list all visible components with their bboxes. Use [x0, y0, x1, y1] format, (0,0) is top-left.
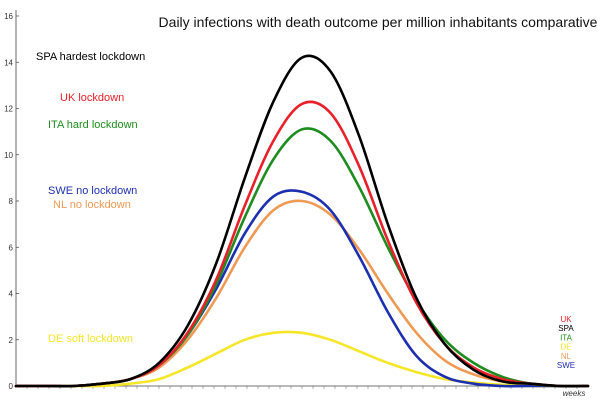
y-tick-label: 12: [4, 105, 13, 114]
legend-entry-swe: SWE: [557, 361, 575, 370]
y-tick-label: 4: [9, 290, 14, 299]
y-tick-label: 10: [4, 151, 13, 160]
annotation-spa: SPA hardest lockdown: [36, 51, 145, 63]
annotation-de: DE soft lockdown: [48, 333, 133, 345]
annotation-nl: NL no lockdown: [53, 199, 131, 211]
series-annotations: SPA hardest lockdown UK lockdown ITA hard …: [36, 51, 145, 345]
y-tick-label: 0: [9, 382, 14, 391]
annotation-uk: UK lockdown: [60, 92, 124, 104]
series-line-spa: [14, 54, 590, 388]
legend-entry-de: DE: [560, 343, 571, 352]
y-tick-label: 2: [9, 336, 14, 345]
annotation-swe: SWE no lockdown: [48, 185, 137, 197]
x-axis-label: weeks: [563, 389, 586, 398]
chart-title: Daily infections with death outcome per …: [159, 14, 598, 30]
y-tick-label: 16: [4, 12, 13, 21]
legend-entry-uk: UK: [560, 315, 572, 324]
series-line-de: [14, 330, 590, 388]
legend-entry-spa: SPA: [558, 324, 574, 333]
y-tick-label: 8: [9, 197, 14, 206]
annotation-ita: ITA hard lockdown: [48, 119, 138, 131]
legend-entry-nl: NL: [561, 352, 572, 361]
series-lines: [14, 54, 590, 388]
legend-entry-ita: ITA: [560, 333, 573, 342]
y-tick-label: 14: [4, 58, 13, 67]
y-tick-label: 6: [9, 243, 14, 252]
